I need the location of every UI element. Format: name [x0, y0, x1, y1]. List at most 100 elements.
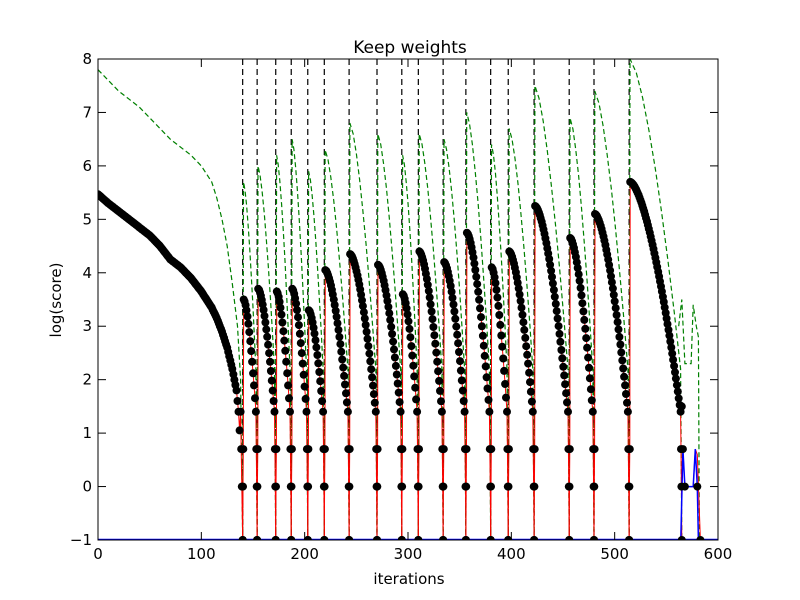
data-point	[665, 331, 674, 340]
y-tick-label: 2	[82, 371, 92, 389]
data-point	[614, 325, 623, 334]
data-point	[613, 318, 622, 327]
data-point	[579, 307, 588, 316]
data-point	[406, 333, 415, 342]
data-point	[332, 312, 341, 321]
data-point	[292, 299, 301, 308]
data-point	[678, 445, 687, 454]
data-point	[415, 445, 423, 454]
data-point	[504, 536, 513, 540]
data-point	[268, 386, 277, 395]
data-point	[248, 357, 257, 366]
data-point	[239, 445, 248, 454]
y-tick-label: 7	[82, 103, 92, 121]
data-point	[407, 342, 416, 351]
green-dashed-series	[256, 165, 277, 540]
data-point	[412, 395, 421, 404]
data-point	[625, 536, 634, 540]
data-point	[555, 329, 564, 338]
data-point	[590, 536, 598, 540]
data-point	[528, 407, 537, 416]
green-dashed-series	[465, 112, 492, 540]
data-point	[585, 363, 593, 372]
data-point	[251, 407, 260, 416]
data-point	[373, 445, 382, 454]
data-point	[504, 482, 513, 491]
data-point	[295, 329, 304, 338]
data-point	[492, 285, 501, 294]
data-point	[389, 337, 398, 346]
data-point	[590, 445, 599, 454]
data-point	[530, 536, 539, 540]
green-dashed-series	[401, 155, 419, 540]
data-point	[434, 367, 443, 376]
y-tick-label: −1	[70, 531, 92, 549]
data-point	[414, 482, 423, 491]
data-point	[361, 321, 370, 329]
data-point	[530, 482, 539, 491]
data-point	[666, 337, 675, 346]
data-point	[296, 339, 305, 348]
data-point	[287, 482, 296, 491]
data-point	[232, 386, 241, 395]
data-point	[302, 407, 311, 416]
data-point	[450, 307, 459, 316]
data-point	[283, 369, 292, 378]
data-point	[402, 304, 411, 313]
data-point	[345, 482, 354, 491]
data-point	[436, 386, 444, 395]
data-point	[267, 376, 276, 385]
data-point	[494, 301, 503, 310]
data-point	[480, 351, 489, 360]
data-point	[312, 343, 321, 352]
data-point	[247, 347, 256, 356]
data-point	[448, 293, 457, 302]
data-point	[297, 349, 306, 358]
data-point	[318, 397, 327, 406]
data-point	[250, 381, 258, 390]
data-point	[622, 390, 630, 398]
data-point	[588, 407, 597, 416]
data-point	[265, 349, 274, 358]
green-dashed-series	[490, 144, 509, 540]
data-point	[394, 388, 403, 397]
data-point	[621, 381, 630, 390]
data-point	[285, 394, 293, 403]
data-point	[560, 371, 569, 380]
data-point	[558, 354, 567, 363]
data-point	[696, 536, 705, 540]
data-point	[429, 323, 438, 331]
data-point	[262, 325, 271, 334]
data-point	[573, 264, 582, 272]
data-point	[282, 357, 291, 366]
data-point	[618, 356, 627, 365]
data-point	[578, 299, 587, 308]
data-point	[277, 310, 286, 319]
data-point	[449, 300, 458, 309]
x-tick-label: 300	[394, 545, 423, 563]
data-point	[284, 381, 293, 390]
data-point	[504, 445, 513, 454]
data-point	[333, 319, 342, 328]
y-tick-label: 8	[82, 50, 92, 68]
data-point	[303, 536, 312, 540]
data-point	[439, 482, 448, 491]
data-point	[565, 445, 574, 454]
x-axis-label: iterations	[373, 570, 444, 588]
data-point	[585, 374, 594, 383]
data-point	[370, 398, 379, 407]
data-point	[518, 310, 527, 319]
plot-content	[98, 59, 718, 540]
data-point	[526, 378, 534, 387]
x-tick-label: 0	[93, 545, 103, 563]
data-point	[576, 283, 585, 292]
data-point	[259, 306, 268, 314]
data-point	[314, 359, 323, 368]
data-point	[611, 304, 620, 313]
y-tick-label: 4	[82, 264, 92, 282]
data-point	[315, 368, 324, 376]
data-point	[233, 397, 242, 405]
data-point	[266, 357, 274, 366]
data-point	[342, 398, 351, 407]
